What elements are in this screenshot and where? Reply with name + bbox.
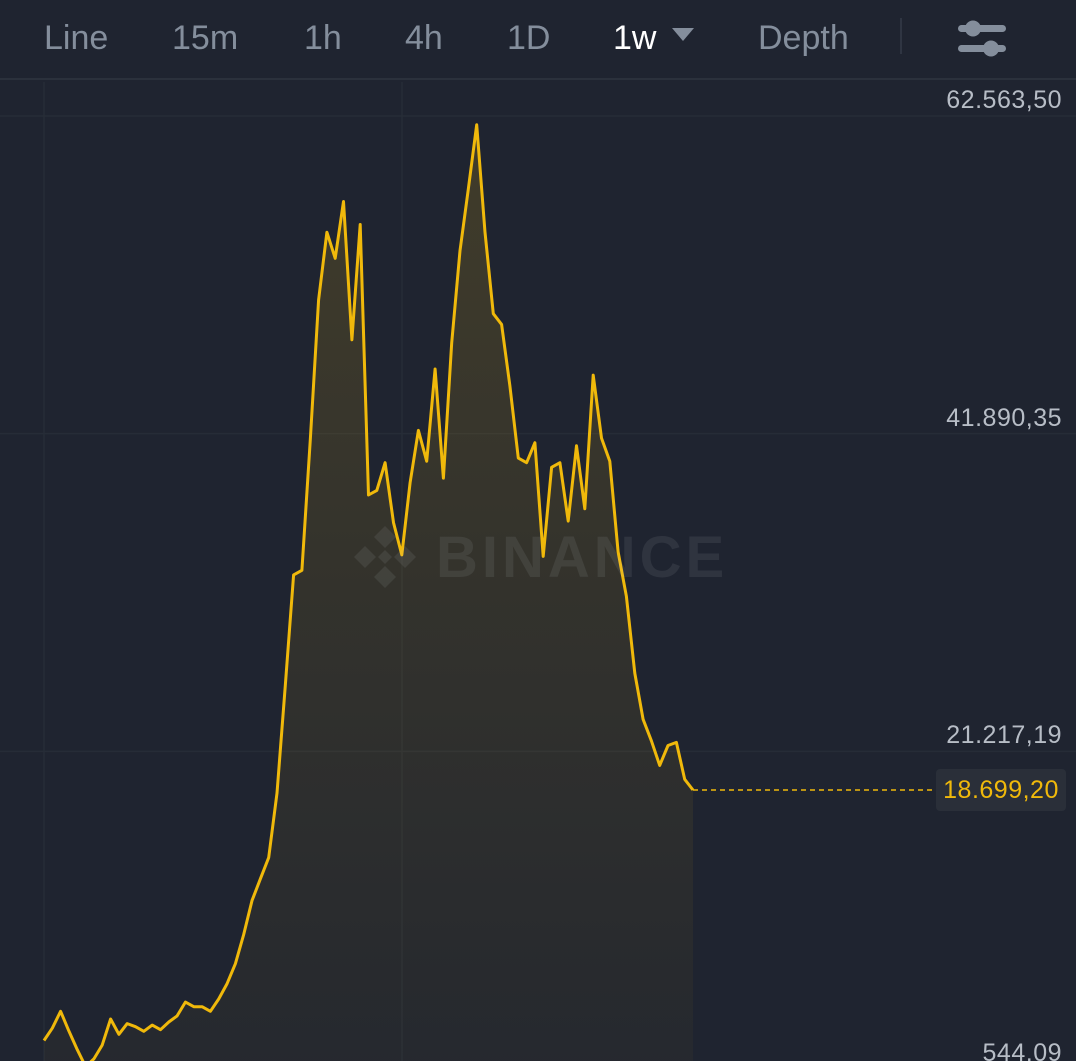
current-price-tag: 18.699,20: [936, 769, 1066, 812]
tab-1h[interactable]: 1h: [304, 19, 342, 57]
interval-toolbar: Line 15m 1h 4h 1D 1w Depth: [0, 0, 1076, 80]
sliders-icon[interactable]: [956, 14, 1008, 62]
toolbar-divider: [900, 18, 902, 54]
price-line-chart[interactable]: [0, 82, 1076, 1061]
y-tick-label: 62.563,50: [946, 86, 1062, 114]
tab-1d[interactable]: 1D: [507, 19, 551, 57]
tab-line[interactable]: Line: [44, 19, 109, 57]
tab-15m[interactable]: 15m: [172, 19, 239, 57]
price-series-line: [42, 123, 695, 1061]
tab-depth[interactable]: Depth: [758, 19, 849, 57]
tab-4h[interactable]: 4h: [405, 19, 443, 57]
chevron-down-icon[interactable]: [672, 28, 694, 41]
tab-1w[interactable]: 1w: [613, 19, 657, 57]
y-tick-label: 544,09: [982, 1039, 1062, 1061]
y-tick-label: 21.217,19: [946, 721, 1062, 750]
y-tick-label: 41.890,35: [946, 403, 1062, 432]
price-area-fill: [44, 124, 693, 1061]
